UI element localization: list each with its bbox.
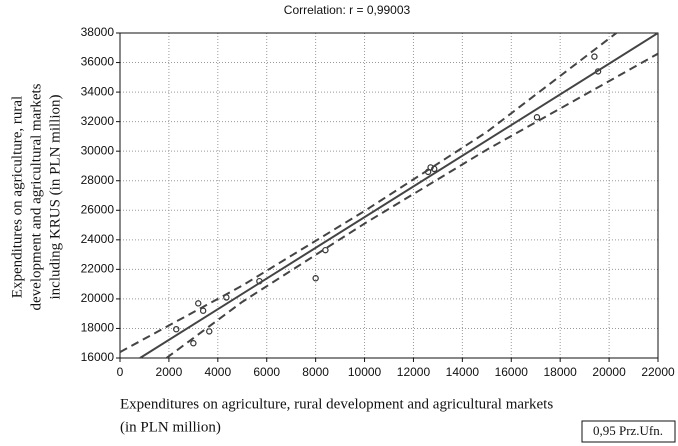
annotation-box <box>581 420 676 443</box>
y-axis-label: including KRUS (in PLN million) <box>47 94 63 299</box>
y-tick-label: 34000 <box>81 84 115 98</box>
point <box>173 325 180 333</box>
point <box>322 246 329 254</box>
y-tick-label: 32000 <box>81 114 115 128</box>
y-tick-label: 30000 <box>81 143 115 157</box>
x-axis-label: (in PLN million) <box>120 419 221 435</box>
point <box>591 53 598 60</box>
chart-title: Correlation: r = 0,99003 <box>284 3 411 17</box>
point <box>195 300 202 307</box>
x-tick-label: 0 <box>117 365 124 379</box>
point <box>206 328 213 335</box>
y-tick-label: 36000 <box>81 55 115 69</box>
y-tick-label: 18000 <box>81 321 115 335</box>
x-tick-label: 22000 <box>641 365 675 379</box>
x-tick-label: 6000 <box>253 365 280 379</box>
point <box>312 275 319 282</box>
y-tick-label: 16000 <box>81 350 115 364</box>
point <box>533 114 541 121</box>
point <box>199 307 207 314</box>
x-tick-label: 14000 <box>446 365 480 379</box>
x-tick-label: 18000 <box>543 365 577 379</box>
x-tick-label: 16000 <box>495 365 529 379</box>
x-tick-label: 8000 <box>302 365 329 379</box>
y-tick-label: 28000 <box>81 173 115 187</box>
y-tick-label: 26000 <box>81 202 115 216</box>
plot-frame <box>119 32 659 359</box>
x-tick-label: 20000 <box>592 365 626 379</box>
x-tick-label: 4000 <box>204 365 231 379</box>
confidence-line <box>165 52 658 358</box>
confidence-line <box>120 33 618 353</box>
y-tick-label: 22000 <box>81 262 115 276</box>
point <box>190 340 197 347</box>
x-tick-label: 12000 <box>397 365 431 379</box>
y-axis-label: development and agricultural markets <box>28 83 44 310</box>
x-tick-label: 10000 <box>348 365 382 379</box>
plot-area <box>120 33 658 358</box>
x-axis-label: Expenditures on agriculture, rural devel… <box>120 396 553 412</box>
y-tick-label: 24000 <box>81 232 115 246</box>
y-tick-label: 20000 <box>81 291 115 305</box>
annotation: 0,95 Prz.Ufn. <box>593 423 663 438</box>
x-tick-label: 2000 <box>156 365 183 379</box>
point <box>427 164 434 171</box>
regression-line <box>139 33 658 358</box>
y-tick-label: 38000 <box>81 25 115 39</box>
y-axis-label: Expenditures on agriculture, rural <box>9 96 25 298</box>
